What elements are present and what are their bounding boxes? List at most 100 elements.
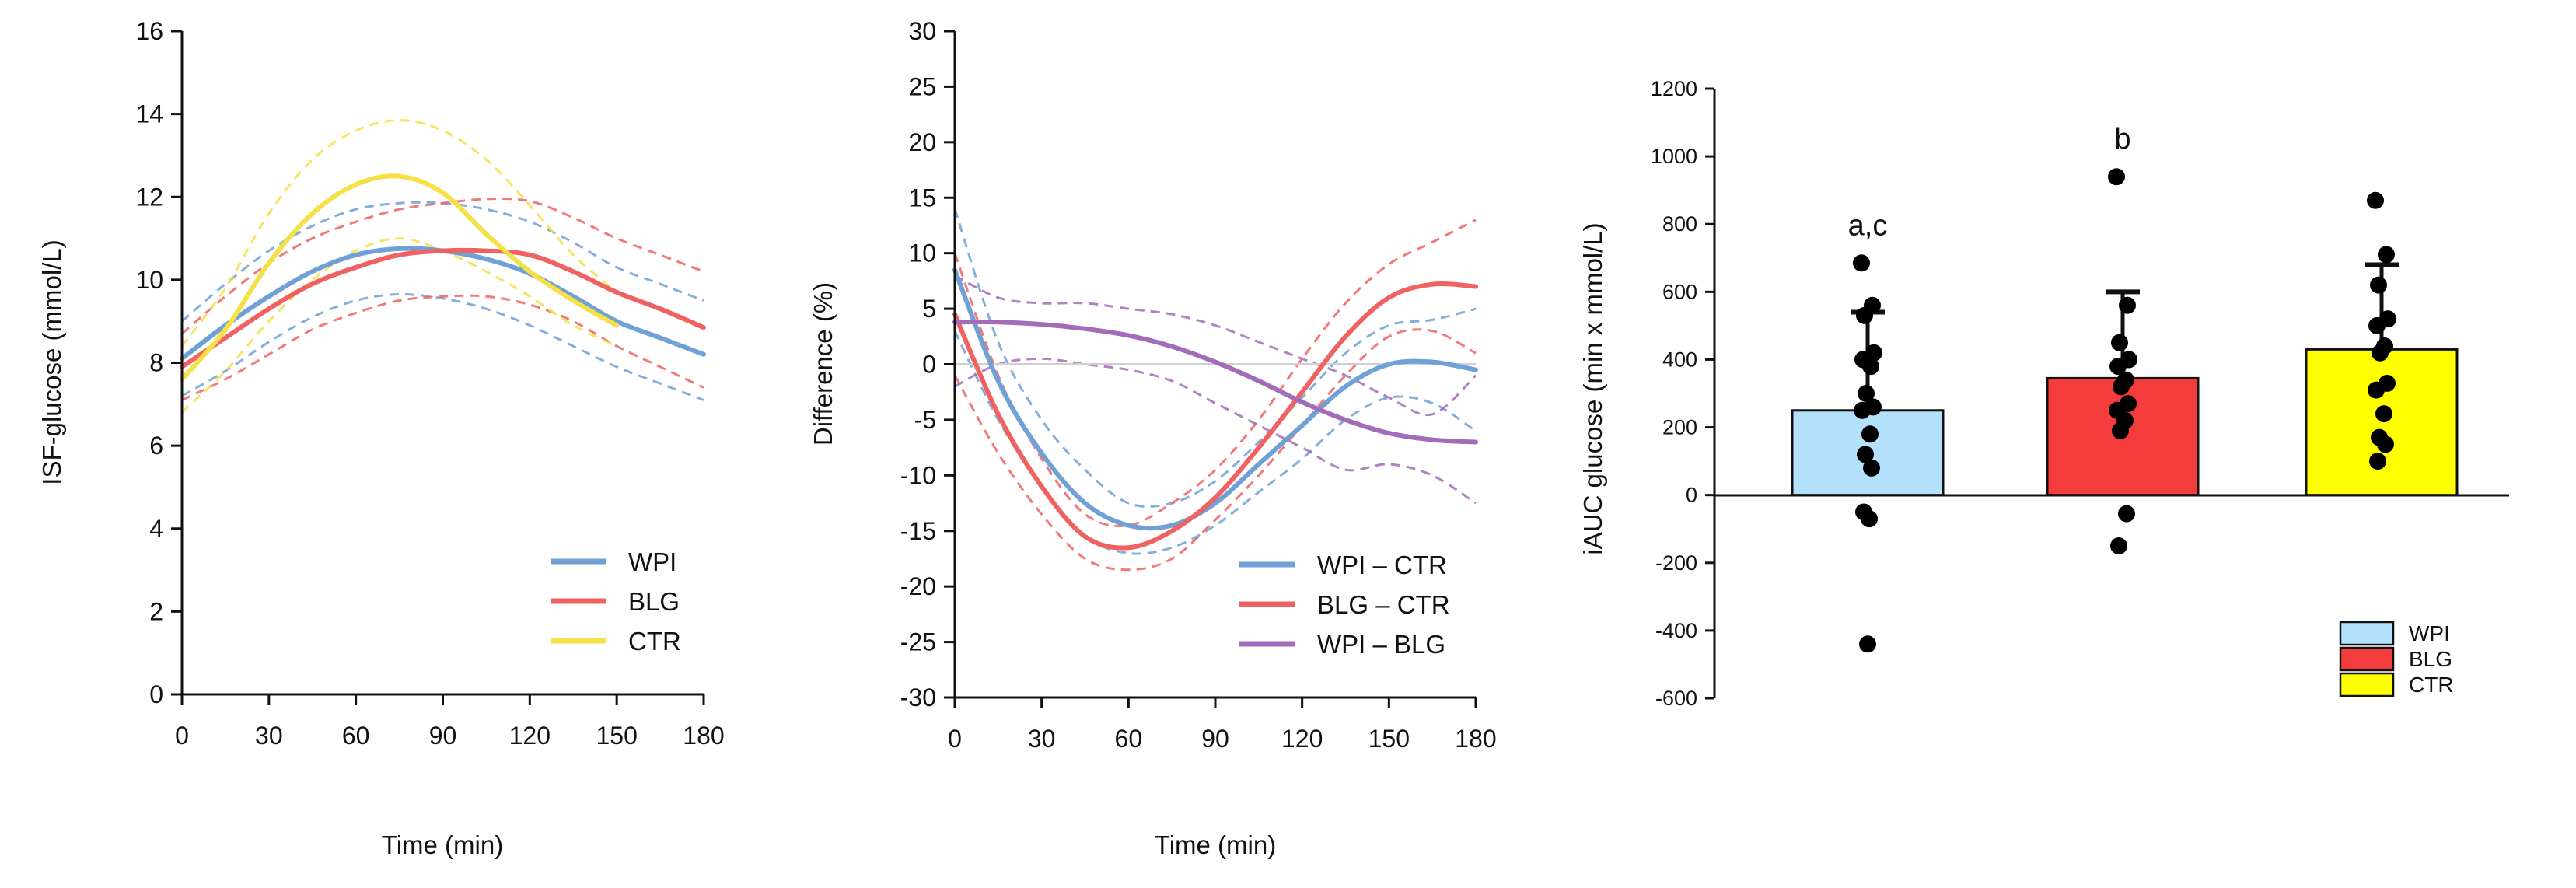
p2-ci-bands bbox=[953, 208, 1477, 572]
p1-y-tick-label: 14 bbox=[135, 100, 163, 128]
p2-y-tick-label: 25 bbox=[908, 72, 936, 100]
p1-y-tick-label: 2 bbox=[149, 597, 163, 625]
p2-y-tick-label: -25 bbox=[900, 628, 936, 656]
p3-bar-ctr bbox=[2305, 348, 2459, 497]
p3-legend-label: WPI bbox=[2409, 621, 2450, 645]
p3-legend-label: BLG bbox=[2409, 647, 2452, 671]
p2-x-tick-label: 150 bbox=[1368, 725, 1410, 753]
p2-x-tick-label: 120 bbox=[1281, 725, 1323, 753]
p1-ci-upper-2 bbox=[180, 119, 618, 348]
p3-data-point bbox=[2377, 435, 2394, 453]
p3-data-point bbox=[2367, 191, 2384, 209]
p3-data-point bbox=[1854, 401, 1871, 419]
p1-x-tick-label: 120 bbox=[509, 722, 551, 750]
p3-y-tick-label: 1000 bbox=[1651, 145, 1697, 168]
p2-y-axis-title: Difference (%) bbox=[809, 282, 837, 446]
p2-y-tick-label: 0 bbox=[922, 351, 936, 379]
p3-data-point bbox=[2369, 453, 2386, 470]
p2-y-tick-label: -30 bbox=[900, 683, 936, 711]
p1-legend: WPI BLG CTR bbox=[551, 547, 681, 656]
p2-y-tick-label: 5 bbox=[922, 295, 936, 323]
p3-legend-label: CTR bbox=[2409, 673, 2454, 697]
p3-data-point bbox=[2372, 344, 2389, 362]
p3-data-point bbox=[2368, 381, 2385, 399]
p3-data-point bbox=[2118, 505, 2135, 523]
p3-significance-annotation: a,c bbox=[1848, 209, 1888, 242]
p2-y-ticks: -30 -25 -20 -15 -10 -5 0 5 10 15 20 25 30 bbox=[900, 17, 955, 711]
p1-series-line-1 bbox=[180, 247, 706, 369]
p2-series-line-1 bbox=[952, 281, 1478, 551]
p1-x-tick-label: 180 bbox=[683, 722, 724, 750]
p1-y-tick-label: 0 bbox=[149, 680, 163, 708]
p3-y-tick-label: -600 bbox=[1655, 687, 1697, 710]
p2-y-tick-label: -5 bbox=[914, 406, 936, 434]
p1-y-tick-label: 8 bbox=[149, 349, 163, 377]
p1-ci-bands bbox=[180, 119, 704, 414]
p1-y-tick-label: 4 bbox=[149, 515, 163, 543]
p2-series-lines bbox=[952, 267, 1478, 551]
p3-legend-swatch bbox=[2339, 621, 2395, 646]
p2-ci-lower-0 bbox=[953, 330, 1477, 555]
p3-data-point bbox=[2110, 537, 2127, 554]
panel-isf-glucose: 0 2 4 6 8 10 12 14 16 0 30 60 90 120 150 180 ISF-gluco… bbox=[37, 17, 725, 859]
p3-data-point bbox=[1862, 358, 1879, 376]
p2-legend-label: WPI – CTR bbox=[1317, 551, 1447, 579]
p1-ci-lower-2 bbox=[180, 237, 617, 414]
p2-series-line-0 bbox=[952, 267, 1478, 531]
p1-y-tick-label: 6 bbox=[149, 432, 163, 460]
p3-data-point bbox=[1859, 635, 1876, 653]
p1-x-tick-label: 90 bbox=[429, 722, 457, 750]
p2-legend-label: WPI – BLG bbox=[1317, 630, 1445, 659]
p3-data-point bbox=[1858, 385, 1875, 402]
p3-y-tick-label: -200 bbox=[1655, 551, 1697, 575]
p2-ci-upper-0 bbox=[953, 208, 1477, 508]
p1-y-ticks: 0 2 4 6 8 10 12 14 16 bbox=[135, 17, 182, 708]
p2-legend: WPI – CTR BLG – CTR WPI – BLG bbox=[1239, 551, 1450, 659]
p1-legend-label: CTR bbox=[628, 627, 681, 656]
p1-x-ticks: 0 30 60 90 120 150 180 bbox=[175, 694, 725, 750]
p3-significance-annotation: b bbox=[2114, 123, 2130, 156]
p3-data-point bbox=[2368, 316, 2386, 334]
p2-y-tick-label: 10 bbox=[908, 239, 936, 267]
p3-data-point bbox=[2112, 421, 2129, 439]
p1-x-tick-label: 150 bbox=[596, 722, 637, 750]
p1-series-lines bbox=[180, 173, 706, 382]
p1-legend-label: WPI bbox=[628, 547, 676, 576]
p2-y-tick-label: 15 bbox=[908, 184, 936, 212]
p1-ci-lower-1 bbox=[181, 294, 704, 401]
p1-ci-lower-0 bbox=[181, 292, 704, 401]
p1-y-tick-label: 12 bbox=[135, 183, 163, 211]
p2-legend-label: BLG – CTR bbox=[1317, 590, 1450, 619]
p3-y-axis-title: iAUC glucose (min x mmol/L) bbox=[1578, 222, 1607, 554]
p2-series-line-2 bbox=[952, 319, 1478, 445]
p3-data-point bbox=[2119, 296, 2136, 314]
p3-data-point bbox=[1853, 254, 1870, 272]
p3-legend-swatch bbox=[2339, 672, 2395, 697]
p3-data-point bbox=[2108, 168, 2125, 186]
p3-data-point bbox=[2375, 405, 2392, 423]
p3-data-point bbox=[1861, 425, 1879, 443]
p2-y-tick-label: 20 bbox=[908, 128, 936, 156]
p1-x-tick-label: 0 bbox=[175, 722, 189, 750]
p2-y-tick-label: -10 bbox=[900, 461, 936, 489]
p2-x-ticks: 0 30 60 90 120 150 180 bbox=[948, 697, 1497, 753]
p3-y-tick-label: 0 bbox=[1686, 484, 1697, 507]
p2-x-tick-label: 60 bbox=[1115, 725, 1143, 753]
p2-x-tick-label: 180 bbox=[1455, 725, 1496, 753]
p1-y-axis-title: ISF-glucose (mmol/L) bbox=[37, 239, 66, 484]
p3-legend-swatch bbox=[2339, 646, 2395, 672]
p1-x-tick-label: 60 bbox=[342, 722, 370, 750]
p2-y-tick-label: -15 bbox=[900, 517, 936, 545]
p2-x-tick-label: 90 bbox=[1201, 725, 1229, 753]
p1-series-line-2 bbox=[180, 173, 620, 382]
p3-data-points bbox=[1853, 168, 2396, 653]
p3-data-point bbox=[1861, 510, 1878, 528]
p2-x-tick-label: 30 bbox=[1028, 725, 1056, 753]
p3-data-point bbox=[2109, 358, 2127, 376]
p3-data-point bbox=[1863, 459, 1880, 477]
p1-x-tick-label: 30 bbox=[255, 722, 283, 750]
p3-y-tick-label: 200 bbox=[1662, 416, 1697, 439]
p3-data-point bbox=[1857, 446, 1874, 463]
